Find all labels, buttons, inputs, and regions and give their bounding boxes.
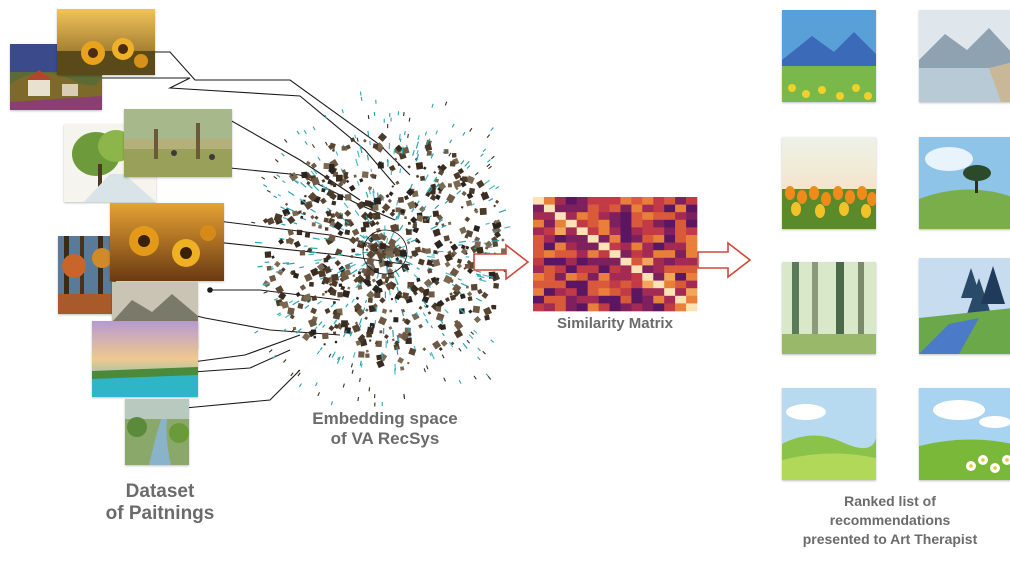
rec-lone-tree-hill [919, 137, 1010, 229]
painting-village-hills [10, 44, 102, 110]
rec-birch-forest [782, 262, 876, 354]
painting-sunflower-field [57, 9, 155, 75]
painting-sunflowers-sunset [110, 203, 224, 281]
similarity-caption: Similarity Matrix [557, 315, 673, 332]
painting-autumn-forest [58, 236, 116, 314]
painting-park-figures [124, 109, 232, 177]
arrow-matrix-to-recommendations [697, 241, 752, 279]
arrow-embedding-to-matrix [473, 243, 530, 281]
rec-daisy-meadow [919, 388, 1010, 480]
rec-green-meadow [782, 388, 876, 480]
painting-stream-meadow [125, 399, 189, 465]
rec-tulip-field [782, 137, 876, 229]
recommendations-caption: Ranked list of recommendations presented… [802, 493, 978, 547]
painting-lake-sunset [92, 321, 198, 397]
rec-mountain-lake [919, 10, 1010, 102]
dataset-caption: Dataset of Paitnings [105, 481, 215, 525]
embedding-caption: Embedding space of VA RecSys [312, 409, 458, 449]
rec-pine-river [919, 258, 1010, 354]
rec-mountain-flower-field [782, 10, 876, 102]
